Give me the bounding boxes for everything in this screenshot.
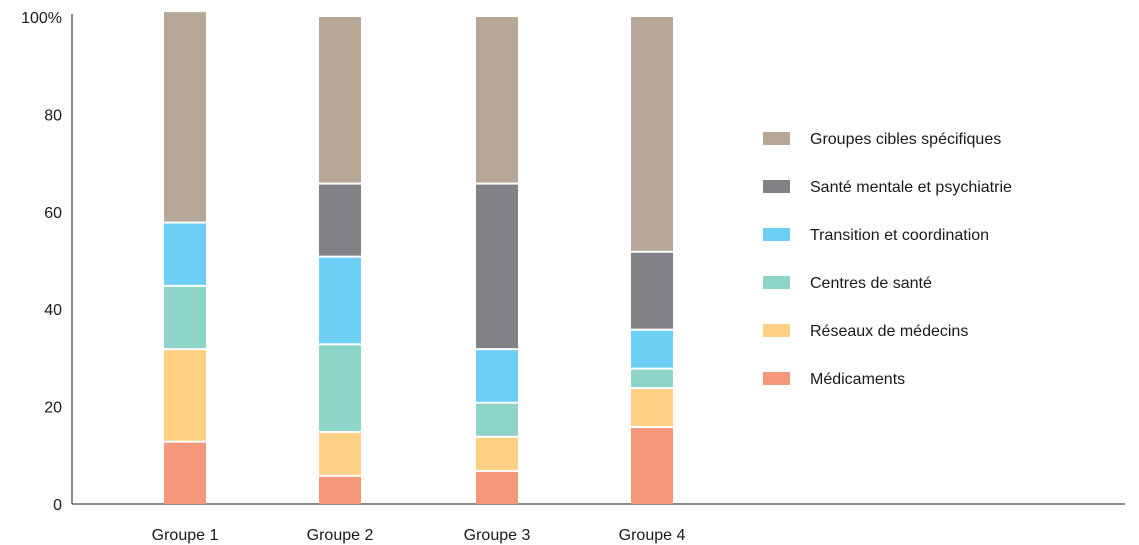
bar-segment-transition-et-coordination <box>319 257 361 344</box>
legend-swatch <box>763 180 790 193</box>
bar-segment-transition-et-coordination <box>164 223 206 285</box>
legend-label: Groupes cibles spécifiques <box>810 131 1001 148</box>
bar-segment-centres-de-sante <box>319 345 361 431</box>
x-tick-label: Groupe 1 <box>152 527 219 544</box>
x-tick-label: Groupe 4 <box>619 527 686 544</box>
bar-segment-reseaux-de-medecins <box>164 350 206 441</box>
bar-segment-groupes-cibles-specifiques <box>631 17 673 251</box>
legend: Groupes cibles spécifiques Santé mentale … <box>763 131 1012 388</box>
legend-item-sante-mentale-et-psychiatrie: Santé mentale et psychiatrie <box>763 179 1012 196</box>
bar-segment-groupes-cibles-specifiques <box>164 12 206 222</box>
legend-label: Santé mentale et psychiatrie <box>810 179 1012 196</box>
legend-item-reseaux-de-medecins: Réseaux de médecins <box>763 323 968 340</box>
legend-label: Médicaments <box>810 371 905 388</box>
bar-segment-medicaments <box>164 442 206 504</box>
bar-segment-sante-mentale-et-psychiatrie <box>631 252 673 329</box>
y-tick-label: 60 <box>44 205 62 222</box>
legend-label: Centres de santé <box>810 275 932 292</box>
bar-segment-centres-de-sante <box>476 403 518 436</box>
x-axis-categories: Groupe 1 Groupe 2 Groupe 3 Groupe 4 <box>152 527 686 544</box>
y-tick-label: 40 <box>44 302 62 319</box>
bar-segment-groupes-cibles-specifiques <box>476 17 518 183</box>
bar-segment-transition-et-coordination <box>476 350 518 402</box>
y-tick-label: 0 <box>53 497 62 514</box>
legend-label: Transition et coordination <box>810 227 989 244</box>
y-tick-label: 20 <box>44 400 62 417</box>
legend-swatch <box>763 276 790 289</box>
x-tick-label: Groupe 2 <box>307 527 374 544</box>
bar-stack-groupe-4 <box>631 17 673 504</box>
y-tick-label: 80 <box>44 107 62 124</box>
bar-segment-centres-de-sante <box>631 369 673 388</box>
bar-segment-reseaux-de-medecins <box>631 389 673 427</box>
legend-swatch <box>763 228 790 241</box>
bar-segment-medicaments <box>476 471 518 504</box>
legend-item-centres-de-sante: Centres de santé <box>763 275 932 292</box>
legend-item-groupes-cibles-specifiques: Groupes cibles spécifiques <box>763 131 1001 148</box>
bar-segment-sante-mentale-et-psychiatrie <box>476 184 518 349</box>
y-tick-label: 100% <box>21 10 62 27</box>
bar-stack-groupe-2 <box>319 17 361 504</box>
legend-swatch <box>763 132 790 145</box>
legend-swatch <box>763 324 790 337</box>
bar-segment-transition-et-coordination <box>631 330 673 368</box>
bars <box>164 12 673 504</box>
bar-segment-sante-mentale-et-psychiatrie <box>319 184 361 256</box>
bar-segment-medicaments <box>631 428 673 504</box>
y-axis-ticks: 0 20 40 60 80 100% <box>21 10 62 514</box>
bar-segment-medicaments <box>319 476 361 504</box>
bar-stack-groupe-3 <box>476 17 518 504</box>
bar-segment-groupes-cibles-specifiques <box>319 17 361 183</box>
legend-item-medicaments: Médicaments <box>763 371 905 388</box>
bar-segment-centres-de-sante <box>164 286 206 349</box>
bar-segment-reseaux-de-medecins <box>319 432 361 475</box>
legend-item-transition-et-coordination: Transition et coordination <box>763 227 989 244</box>
legend-label: Réseaux de médecins <box>810 323 968 340</box>
x-tick-label: Groupe 3 <box>464 527 531 544</box>
legend-swatch <box>763 372 790 385</box>
bar-segment-reseaux-de-medecins <box>476 437 518 470</box>
bar-stack-groupe-1 <box>164 12 206 504</box>
